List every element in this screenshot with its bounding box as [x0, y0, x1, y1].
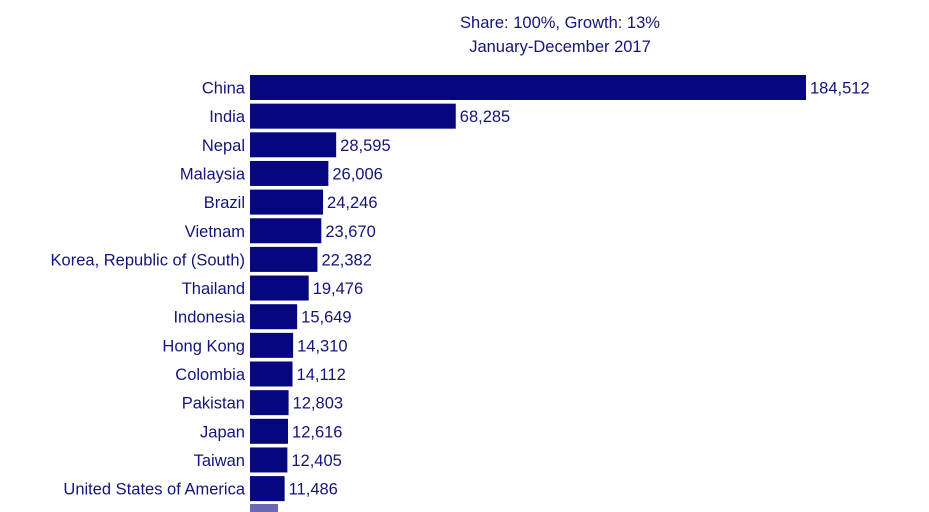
- bar-13: [250, 447, 288, 473]
- category-label: Colombia: [175, 366, 246, 384]
- category-label: Japan: [200, 423, 245, 441]
- bar-10: [250, 361, 293, 387]
- chart-subtitle: January-December 2017: [469, 38, 651, 56]
- bar-3: [250, 160, 329, 186]
- category-label: Brazil: [204, 194, 245, 212]
- bar-7: [250, 275, 309, 301]
- value-label: 24,246: [327, 194, 377, 212]
- bar-8: [250, 304, 298, 330]
- value-label: 184,512: [810, 80, 870, 98]
- bar-14: [250, 476, 285, 502]
- category-label: Taiwan: [194, 452, 245, 470]
- category-label: United States of America: [63, 481, 245, 499]
- value-label: 14,310: [297, 337, 347, 355]
- category-label: Malaysia: [180, 165, 246, 183]
- value-label: 14,112: [297, 366, 346, 384]
- category-label: Hong Kong: [162, 337, 245, 355]
- category-label: Indonesia: [173, 309, 245, 327]
- bar-6: [250, 246, 318, 272]
- category-label: Thailand: [182, 280, 245, 298]
- category-label: Korea, Republic of (South): [51, 251, 245, 269]
- bar-0: [250, 75, 806, 100]
- value-label: 12,405: [291, 452, 341, 470]
- category-label: Nepal: [202, 137, 245, 155]
- category-label: India: [209, 108, 246, 126]
- category-label: Pakistan: [182, 395, 245, 413]
- chart-title: Share: 100%, Growth: 13%: [460, 14, 660, 32]
- category-label: China: [202, 80, 246, 98]
- bar-4: [250, 189, 324, 215]
- bar-12: [250, 418, 289, 444]
- value-label: 23,670: [325, 223, 375, 241]
- bar-5: [250, 218, 322, 244]
- value-label: 28,595: [340, 137, 390, 155]
- bar-11: [250, 390, 289, 416]
- bar-9: [250, 332, 294, 358]
- next-bar-partial: [250, 504, 278, 512]
- value-label: 22,382: [321, 251, 371, 269]
- value-label: 19,476: [313, 280, 363, 298]
- value-label: 12,803: [293, 395, 343, 413]
- value-label: 68,285: [460, 108, 510, 126]
- bar-1: [250, 103, 456, 129]
- value-label: 12,616: [292, 423, 342, 441]
- value-label: 11,486: [289, 481, 338, 499]
- bar-2: [250, 132, 337, 158]
- value-label: 26,006: [332, 165, 382, 183]
- value-label: 15,649: [301, 309, 351, 327]
- category-label: Vietnam: [185, 223, 245, 241]
